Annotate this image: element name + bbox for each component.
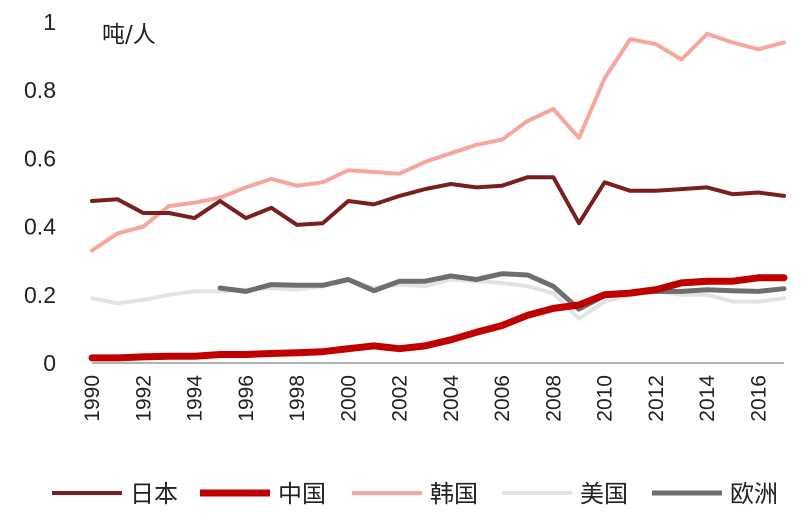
y-tick-label: 1 (43, 9, 56, 35)
x-tick-label: 2014 (696, 375, 719, 422)
x-tick-label: 2016 (747, 375, 770, 422)
y-tick-label: 0 (43, 350, 56, 376)
y-axis-unit-label: 吨/人 (102, 22, 156, 48)
legend: 日本 中国 韩国 美国 欧洲 (52, 480, 778, 508)
legend-label-0: 日本 (130, 480, 178, 508)
legend-label-1: 中国 (278, 480, 326, 508)
series-line-0 (90, 175, 786, 227)
y-tick-label: 0.8 (24, 77, 56, 103)
x-tick-label: 1998 (286, 375, 309, 422)
x-tick-label: 2006 (491, 375, 514, 422)
x-tick-label: 1996 (235, 375, 258, 422)
x-tick-label: 2012 (645, 375, 668, 422)
x-tick-label: 2000 (337, 375, 360, 422)
x-tick-label: 1994 (184, 375, 207, 422)
x-tick-label: 2008 (542, 375, 565, 422)
series-layer (88, 31, 788, 362)
legend-label-3: 美国 (580, 480, 628, 508)
y-tick-label: 0.2 (24, 282, 56, 308)
y-tick-label: 0.4 (24, 214, 56, 240)
x-tick-label: 1990 (81, 375, 104, 422)
x-axis-ticks: 1990 1992 1994 1996 1998 2000 2002 2004 2006 2008… (81, 375, 770, 422)
y-axis-ticks: 0 0.2 0.4 0.6 0.8 1 (24, 9, 56, 376)
x-tick-label: 2004 (440, 375, 463, 422)
series-line-2 (90, 31, 786, 253)
y-tick-label: 0.6 (24, 145, 56, 171)
series-line-4 (217, 271, 787, 312)
legend-label-4: 欧洲 (730, 480, 778, 508)
x-tick-label: 2010 (594, 375, 617, 422)
legend-label-2: 韩国 (430, 480, 478, 508)
x-tick-label: 2002 (389, 375, 412, 422)
series-line-1 (88, 274, 788, 362)
x-tick-label: 1992 (132, 375, 155, 422)
